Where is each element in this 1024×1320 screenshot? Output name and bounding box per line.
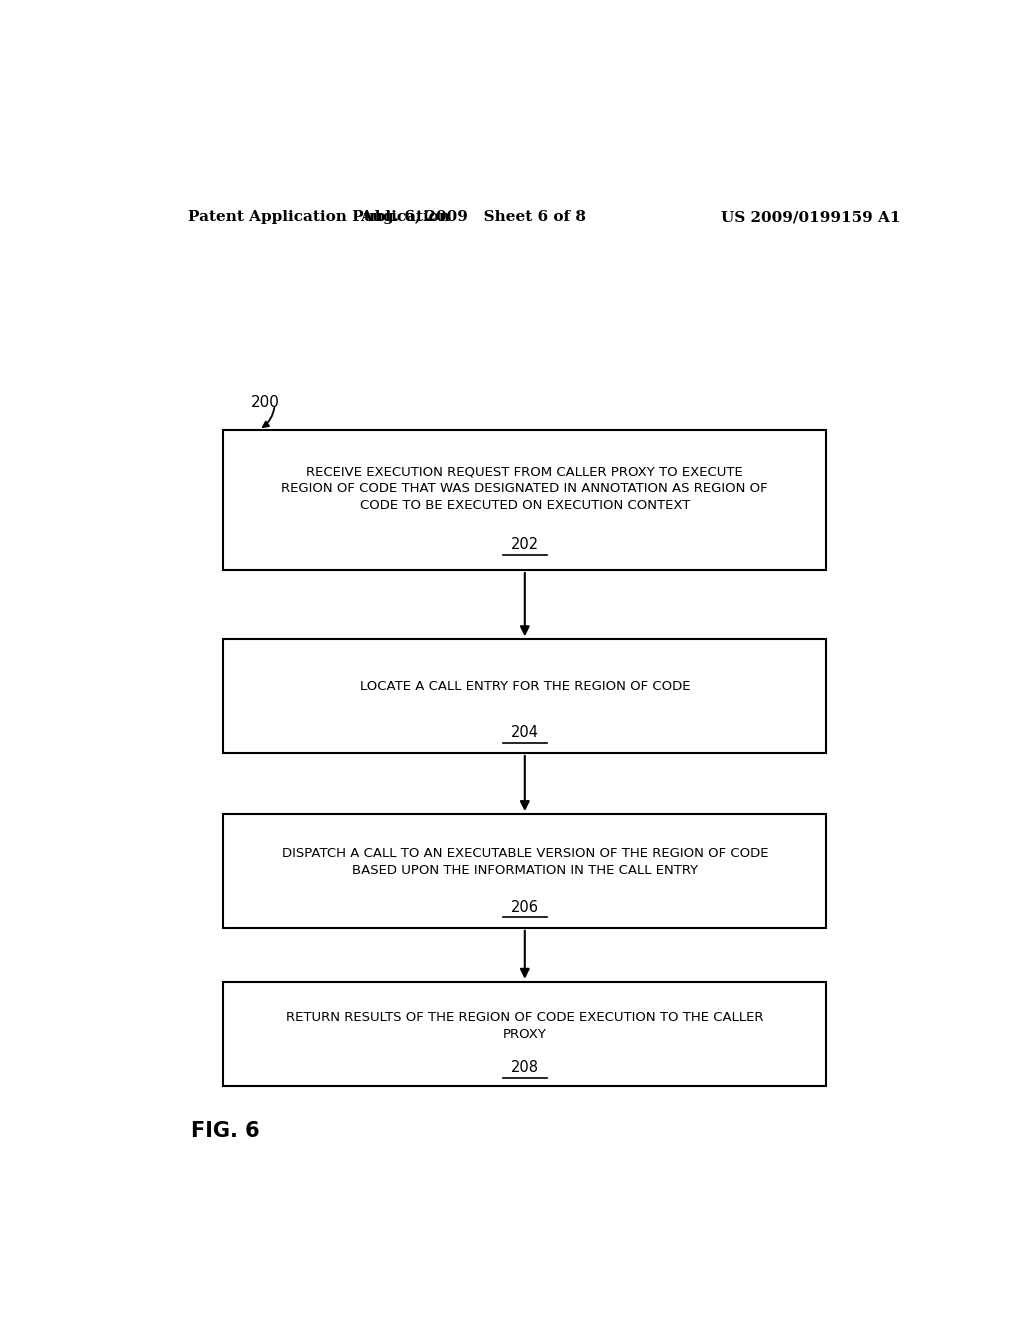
Text: 206: 206	[511, 900, 539, 915]
Text: 200: 200	[251, 395, 280, 409]
Text: FIG. 6: FIG. 6	[191, 1121, 260, 1140]
FancyBboxPatch shape	[223, 430, 826, 570]
Text: Patent Application Publication: Patent Application Publication	[187, 210, 450, 224]
Text: RETURN RESULTS OF THE REGION OF CODE EXECUTION TO THE CALLER
PROXY: RETURN RESULTS OF THE REGION OF CODE EXE…	[286, 1011, 764, 1040]
Text: 202: 202	[511, 537, 539, 552]
FancyBboxPatch shape	[223, 814, 826, 928]
Text: RECEIVE EXECUTION REQUEST FROM CALLER PROXY TO EXECUTE
REGION OF CODE THAT WAS D: RECEIVE EXECUTION REQUEST FROM CALLER PR…	[282, 465, 768, 512]
Text: US 2009/0199159 A1: US 2009/0199159 A1	[721, 210, 900, 224]
Text: 208: 208	[511, 1060, 539, 1074]
Text: Aug. 6, 2009   Sheet 6 of 8: Aug. 6, 2009 Sheet 6 of 8	[360, 210, 586, 224]
FancyBboxPatch shape	[223, 639, 826, 752]
Text: 204: 204	[511, 725, 539, 741]
Text: LOCATE A CALL ENTRY FOR THE REGION OF CODE: LOCATE A CALL ENTRY FOR THE REGION OF CO…	[359, 681, 690, 693]
FancyBboxPatch shape	[223, 982, 826, 1086]
Text: DISPATCH A CALL TO AN EXECUTABLE VERSION OF THE REGION OF CODE
BASED UPON THE IN: DISPATCH A CALL TO AN EXECUTABLE VERSION…	[282, 847, 768, 876]
